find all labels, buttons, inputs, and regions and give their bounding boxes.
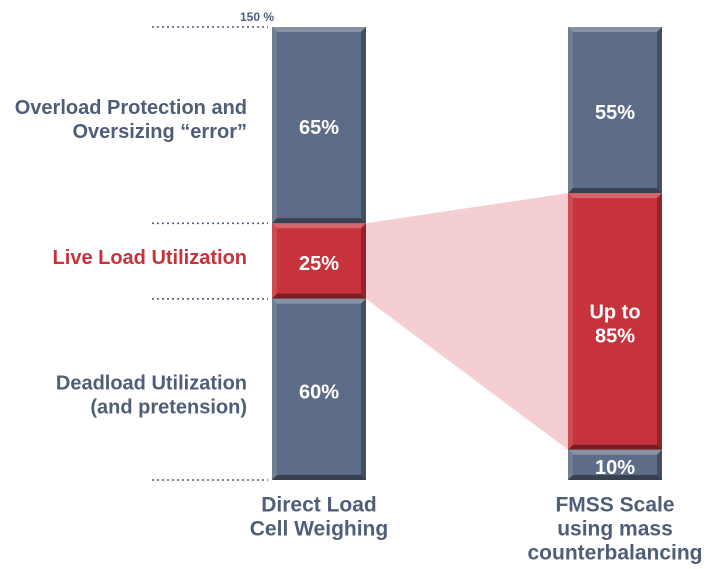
bar-segment [568, 193, 662, 450]
bar-segment [272, 298, 366, 480]
bars [272, 27, 662, 480]
bar-segment [272, 27, 366, 224]
labels: 150 % 65% 25% 60% 55% Up to 85% 10% Direct Load C… [15, 10, 703, 564]
bar-segment [568, 27, 662, 194]
segment-label: 55% [595, 102, 635, 124]
live-load-highlight-band [366, 193, 568, 450]
segment-label: 65% [299, 117, 339, 139]
segment-label: 25% [299, 253, 339, 275]
row-label: Overload Protection and Oversizing “error… [15, 97, 247, 143]
series-label: FMSS Scale using mass counterbalancing [527, 493, 702, 564]
row-label: Deadload Utilization (and pretension) [56, 372, 247, 418]
series-label: Direct Load Cell Weighing [250, 493, 388, 540]
segment-label: 60% [299, 381, 339, 403]
bar-segment [272, 223, 366, 299]
row-label: Live Load Utilization [53, 247, 247, 269]
bar-segment [568, 449, 662, 480]
segment-label: 10% [595, 457, 635, 479]
highlight-band [366, 193, 568, 450]
guide-lines [152, 26, 268, 481]
segment-label: Up to 85% [589, 301, 640, 347]
scale-label: 150 % [240, 10, 274, 24]
